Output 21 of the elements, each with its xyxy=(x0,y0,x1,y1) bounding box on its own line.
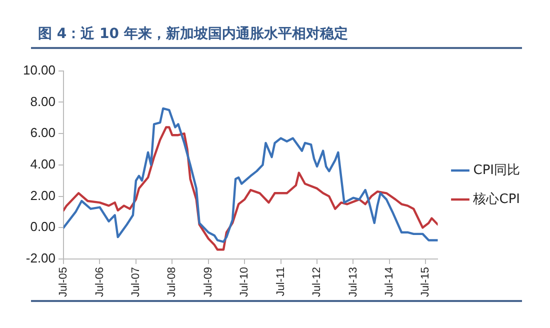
y-tick-label: 8.00 xyxy=(30,94,56,109)
y-tick-label: 4.00 xyxy=(30,156,56,172)
x-tick-label: Jul-10 xyxy=(238,267,251,298)
y-tick-label: -2.00 xyxy=(26,250,56,266)
x-tick-label: Jul-12 xyxy=(311,267,324,298)
x-tick-label: Jul-07 xyxy=(130,267,142,298)
y-tick-label: 6.00 xyxy=(30,125,56,140)
y-tick-label: 2.00 xyxy=(30,188,56,203)
y-tick-label: 0.00 xyxy=(30,219,56,234)
legend-label: CPI同比 xyxy=(473,162,520,178)
x-tick-label: Jul-09 xyxy=(202,267,214,298)
x-tick-label: Jul-08 xyxy=(166,267,178,298)
x-tick-label: Jul-14 xyxy=(383,267,396,298)
x-tick-label: Jul-13 xyxy=(347,267,360,298)
x-tick-label: Jul-06 xyxy=(94,267,106,298)
y-tick-label: 10.00 xyxy=(22,62,56,78)
chart-title: 图 4：近 10 年来，新加坡国内通胀水平相对稳定 xyxy=(38,25,348,43)
legend-label: 核心CPI xyxy=(472,190,520,207)
x-tick-label: Jul-05 xyxy=(58,267,70,298)
x-tick-label: Jul-11 xyxy=(274,267,287,296)
x-tick-label: Jul-15 xyxy=(420,267,432,298)
